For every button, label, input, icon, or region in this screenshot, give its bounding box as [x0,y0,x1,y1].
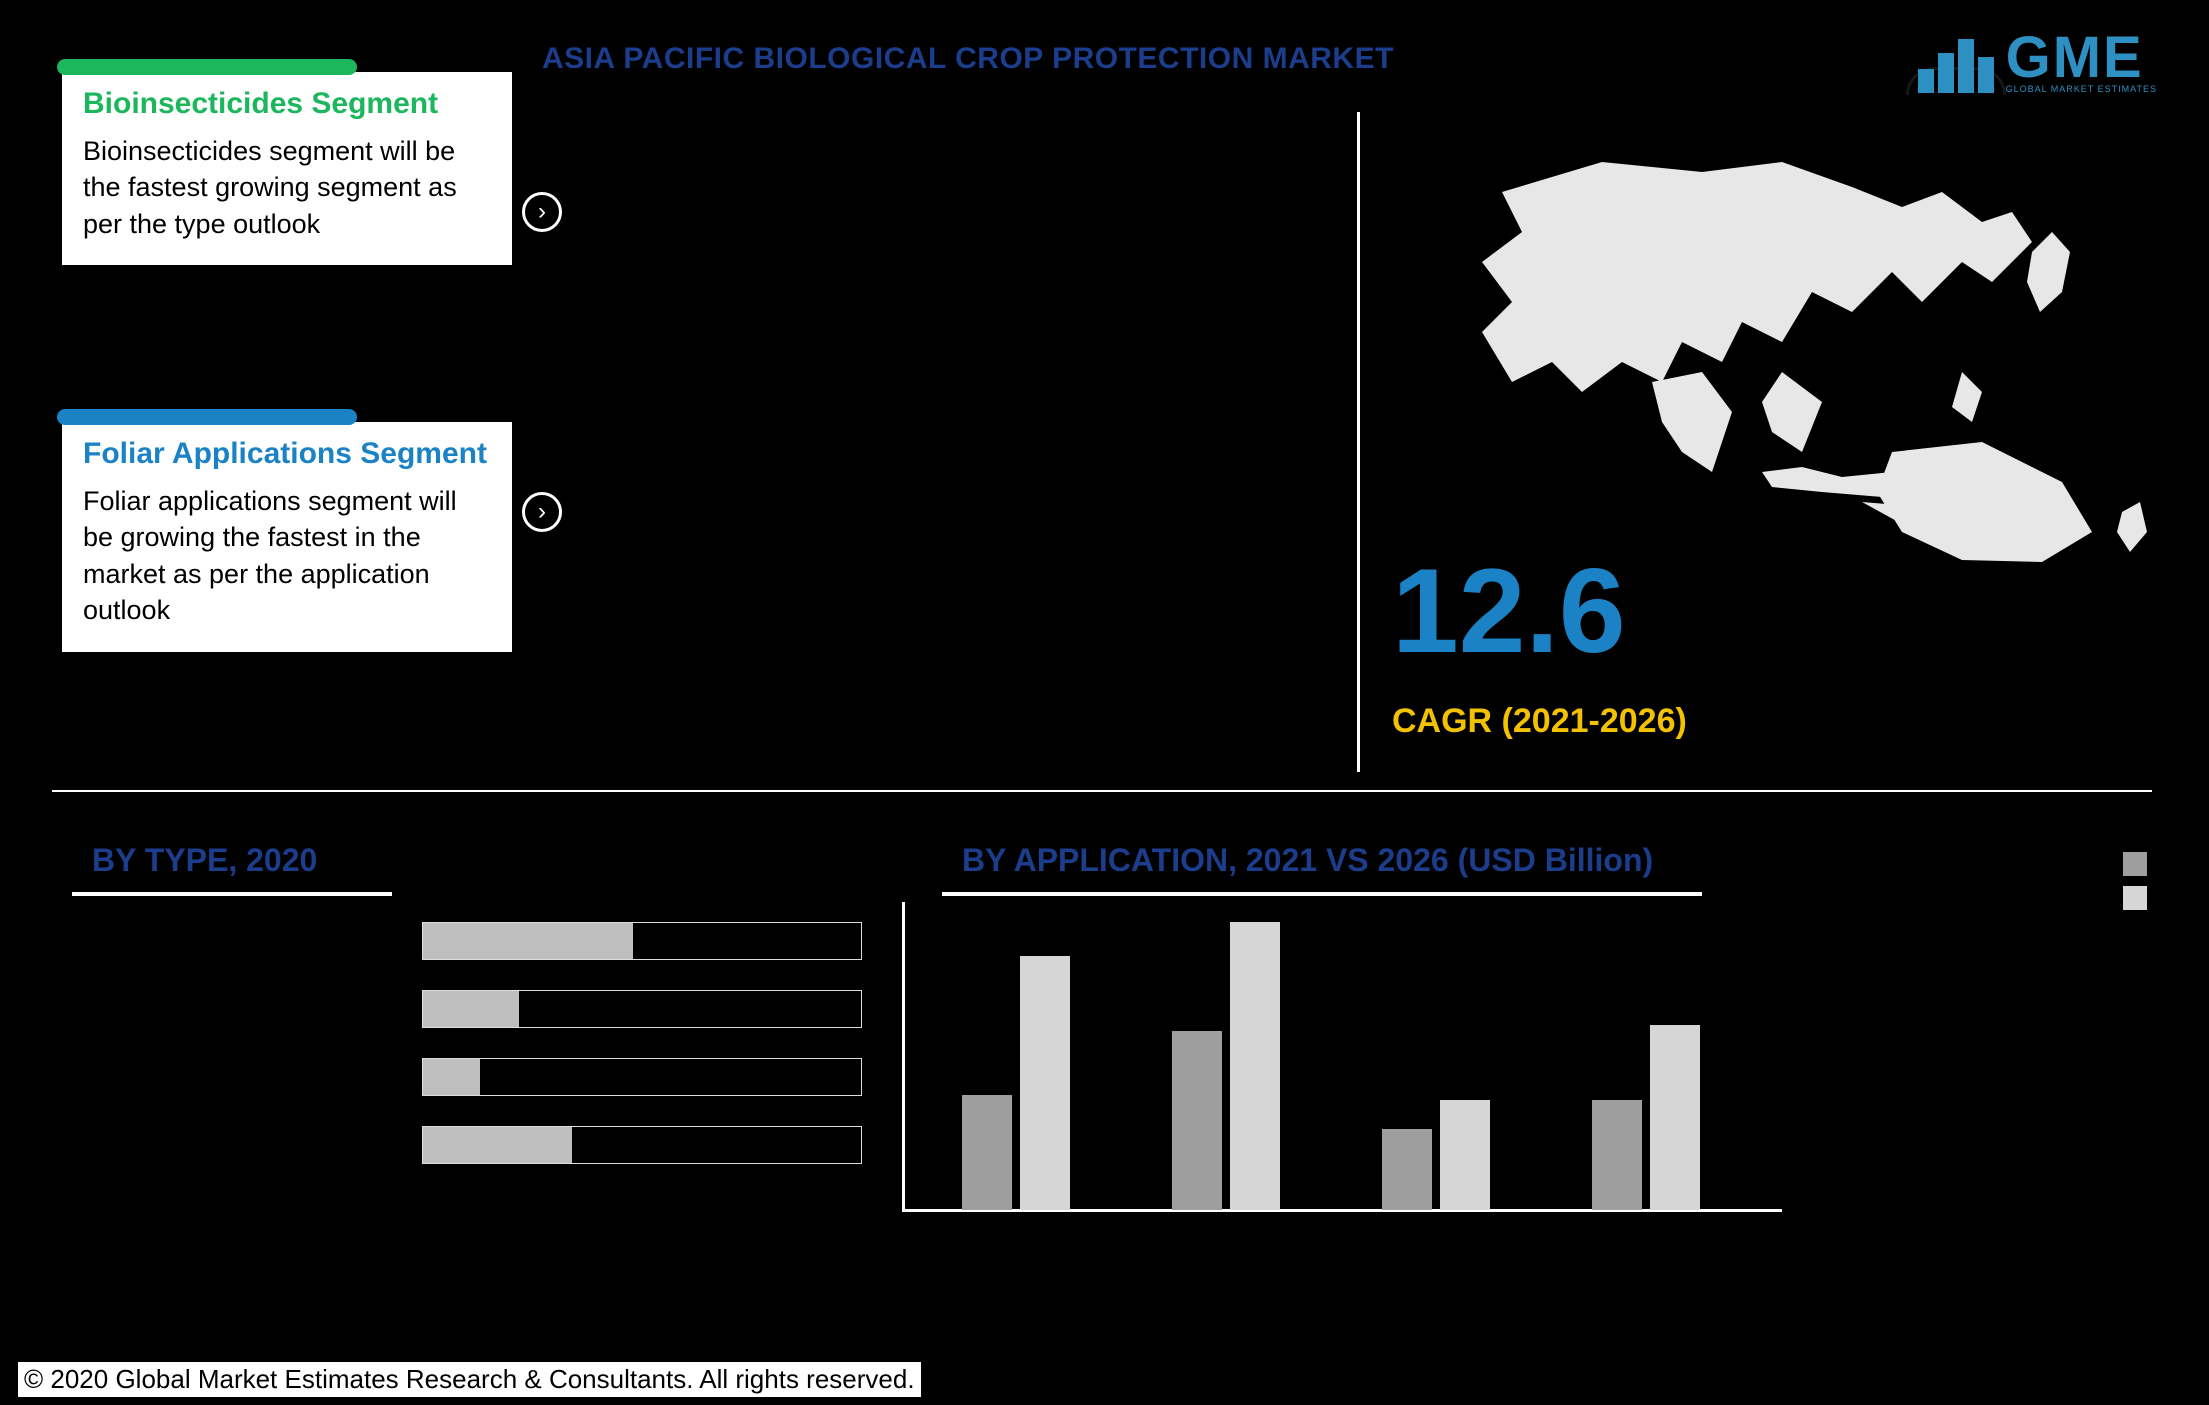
application-bar-2026 [1650,1025,1700,1210]
application-bar-2026 [1440,1100,1490,1210]
page-title: ASIA PACIFIC BIOLOGICAL CROP PROTECTION … [542,42,1394,76]
by-application-title: BY APPLICATION, 2021 VS 2026 (USD Billio… [962,842,1653,879]
type-bar-fill [423,1059,480,1095]
chevron-right-icon: › [522,192,562,232]
type-bar-track [422,1126,862,1164]
cagr-value: 12.6 [1392,542,1626,680]
logo-text-small: GLOBAL MARKET ESTIMATES [2006,84,2157,94]
legend-swatch [2123,852,2147,876]
segment-body: Foliar applications segment will be grow… [83,483,491,629]
type-bar-fill [423,1127,572,1163]
chevron-right-icon: › [522,492,562,532]
logo-text-big: GME [2006,32,2157,84]
segment-card: Foliar Applications Segment Foliar applic… [62,422,512,652]
asia-pacific-map-icon [1422,152,2162,572]
legend-swatch [2123,886,2147,910]
segment-card: Bioinsecticides Segment Bioinsecticides s… [62,72,512,265]
segment-body: Bioinsecticides segment will be the fast… [83,133,491,242]
copyright-text: © 2020 Global Market Estimates Research … [18,1362,921,1397]
section-divider [52,790,2152,792]
by-type-chart [422,922,862,1262]
by-type-underline [72,892,392,896]
segment-title: Foliar Applications Segment [83,437,491,471]
segment-title: Bioinsecticides Segment [83,87,491,121]
type-bar-track [422,1058,862,1096]
application-bar-2021 [1592,1100,1642,1210]
cagr-label: CAGR (2021-2026) [1392,702,1687,741]
application-bar-2026 [1230,922,1280,1210]
by-application-chart [902,892,1782,1272]
vertical-divider [1357,112,1360,772]
application-bar-2021 [1382,1129,1432,1210]
application-bar-2026 [1020,956,1070,1210]
segment-accent-bar [57,59,357,75]
by-type-title: BY TYPE, 2020 [92,842,317,879]
type-bar-fill [423,991,519,1027]
frame: ASIA PACIFIC BIOLOGICAL CROP PROTECTION … [18,18,2191,1387]
logo-bars-icon [1918,33,1998,93]
type-bar-track [422,990,862,1028]
application-bar-2021 [962,1095,1012,1210]
segment-accent-bar [57,409,357,425]
application-bar-2021 [1172,1031,1222,1210]
brand-logo: GME GLOBAL MARKET ESTIMATES [1918,32,2157,94]
type-bar-fill [423,923,633,959]
type-bar-track [422,922,862,960]
